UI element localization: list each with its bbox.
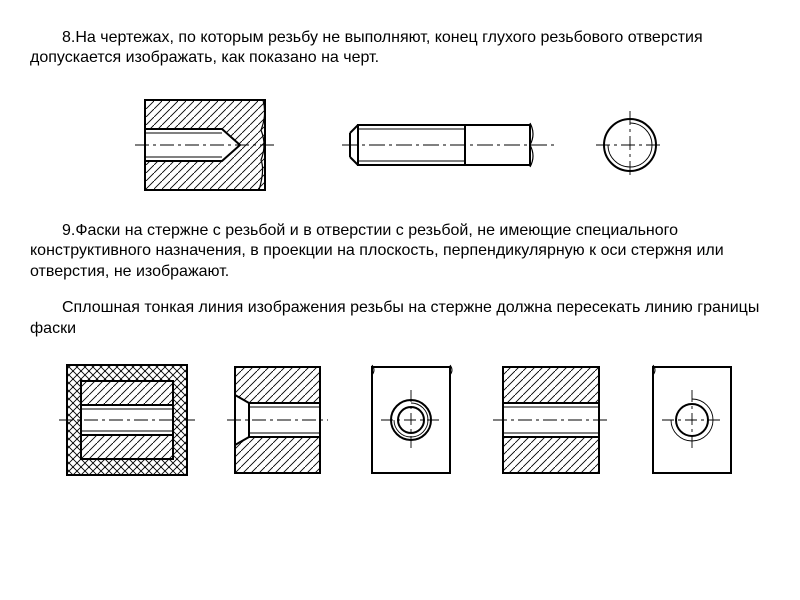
fig-blind-hole-section [130,85,280,205]
paragraph-9b: Сплошная тонкая линия изображения резьбы… [30,298,770,339]
fig-d [491,355,611,485]
fig-bolt-side [340,105,560,185]
fig-e [639,355,744,485]
fig-c [358,355,463,485]
paragraph-9a: 9.Фаски на стержне с резьбой и в отверст… [30,221,770,282]
figure-row-1 [30,85,770,205]
paragraph-8: 8.На чертежах, по которым резьбу не выпо… [30,28,770,69]
fig-a [57,355,197,485]
fig-b [225,355,330,485]
figure-row-2 [30,355,770,485]
fig-bolt-end [590,105,670,185]
